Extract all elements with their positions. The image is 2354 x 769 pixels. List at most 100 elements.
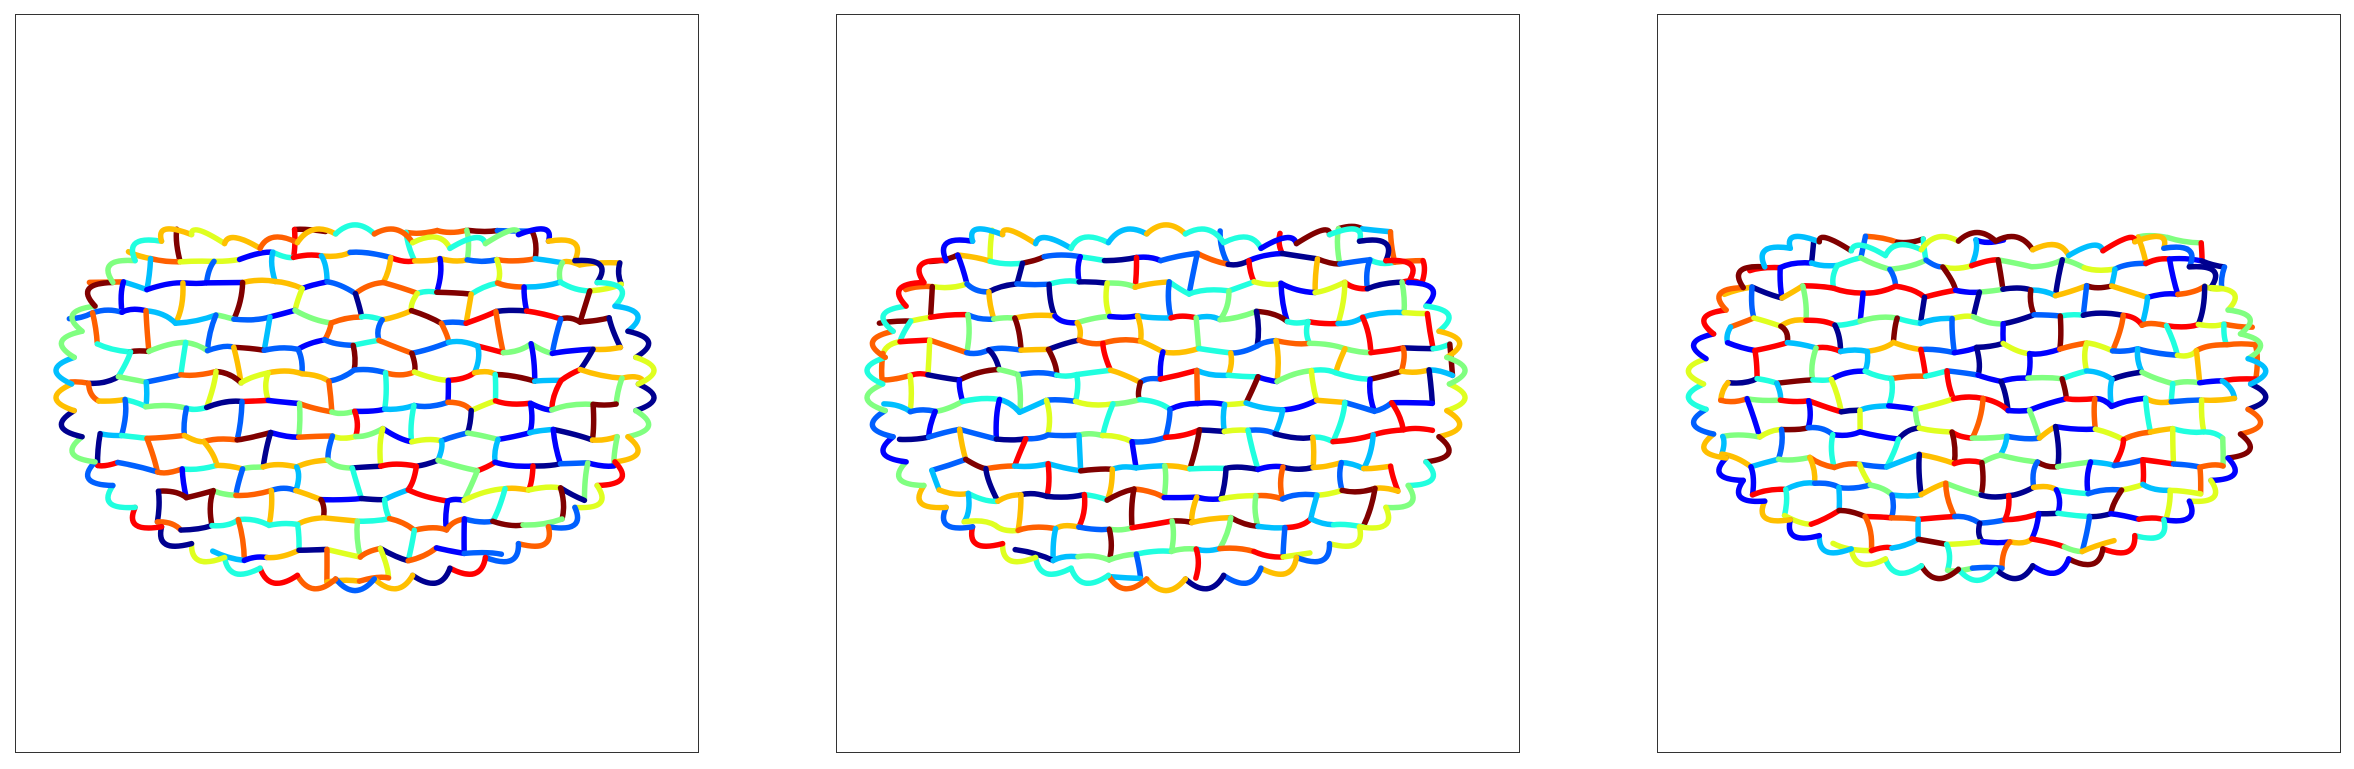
cell-edge: [986, 347, 1002, 373]
cell-edge: [434, 227, 470, 236]
cell-edge: [1107, 367, 1144, 386]
cell-edge: [1752, 339, 1791, 354]
cell-edge: [1862, 513, 1895, 521]
cell-edge: [528, 340, 538, 384]
cell-edge: [358, 495, 388, 503]
cell-edge: [1106, 312, 1141, 320]
cell-edge: [464, 430, 501, 443]
boundary-edge: [221, 554, 263, 577]
cell-edge: [1337, 459, 1345, 494]
cell-edge: [1186, 287, 1232, 297]
boundary-edge: [1423, 434, 1452, 465]
cell-edge: [265, 368, 305, 377]
cell-edge: [1129, 434, 1169, 445]
cell-edge: [1359, 314, 1374, 356]
cell-edge: [2052, 423, 2062, 470]
cell-edge: [1940, 262, 1975, 272]
cell-edge: [995, 492, 1024, 504]
boundary-edge: [2225, 307, 2253, 337]
cell-edge: [1800, 283, 1810, 324]
cell-edge: [1041, 252, 1084, 260]
cell-edge: [558, 315, 583, 325]
cell-edge: [375, 317, 385, 344]
boundary-edge: [515, 524, 553, 549]
cell-edge: [1949, 315, 1958, 356]
cell-edge: [613, 375, 625, 407]
cell-edge: [294, 521, 302, 553]
cell-edge: [1052, 522, 1082, 532]
cell-edge: [1253, 308, 1262, 349]
cell-edge: [1810, 376, 1835, 383]
cell-edge: [1995, 257, 2035, 270]
cell-edge: [97, 430, 125, 439]
cell-edge: [1912, 406, 1922, 431]
cell-edge: [896, 434, 932, 443]
cell-edge: [2026, 407, 2043, 441]
cell-edge: [1243, 373, 1261, 406]
cell-edge: [956, 426, 1000, 442]
cell-edge: [2055, 510, 2093, 520]
cell-edge: [403, 227, 440, 237]
cell-edge: [380, 254, 394, 286]
cell-edge: [1077, 253, 1108, 264]
cell-edge: [495, 430, 533, 443]
cell-edge: [1944, 368, 1957, 402]
cell-edge: [260, 461, 300, 470]
cell-edge: [115, 459, 161, 475]
cell-edge: [1894, 315, 1924, 327]
cell-edge: [1775, 426, 1785, 462]
cell-edge: [354, 515, 393, 524]
boundary-edge: [69, 303, 98, 334]
cell-edge: [1218, 492, 1259, 502]
cell-edge: [585, 460, 617, 469]
cell-edge: [1158, 250, 1201, 264]
cell-edge: [1277, 464, 1286, 502]
cell-edge: [493, 308, 507, 356]
boundary-edge: [2161, 498, 2195, 524]
cell-edge: [1106, 551, 1140, 563]
cell-edge: [1251, 279, 1284, 288]
cell-edge: [1161, 463, 1169, 501]
cell-edge: [907, 407, 938, 415]
boundary-edge: [1759, 244, 1794, 270]
cell-edge: [1388, 400, 1407, 433]
cell-edge: [959, 395, 1003, 405]
cell-edge: [1075, 553, 1112, 563]
cell-edge: [433, 545, 467, 557]
cell-edge: [907, 372, 915, 415]
cell-edge: [172, 280, 186, 327]
cell-edge: [1779, 283, 1806, 301]
cell-edge: [351, 366, 389, 376]
cell-edge: [925, 337, 933, 378]
cell-edge: [1011, 460, 1051, 470]
cell-edge: [296, 400, 335, 415]
cell-edge: [527, 400, 535, 436]
cell-edge: [272, 278, 306, 292]
cell-edge: [1337, 256, 1373, 267]
boundary-edge: [869, 328, 896, 361]
cell-edge: [1889, 536, 1922, 551]
cell-edge: [203, 398, 245, 411]
cell-edge: [1100, 340, 1114, 373]
cell-edge: [1157, 367, 1200, 382]
cell-edge: [2164, 234, 2204, 246]
panel-2: [836, 14, 1520, 753]
cell-edge: [1754, 375, 1780, 387]
cell-edge: [179, 462, 220, 473]
cell-edge: [1978, 492, 2012, 500]
cell-edge: [1043, 397, 1053, 438]
cell-edge: [2030, 459, 2041, 491]
cell-edge: [964, 281, 992, 295]
cell-edge: [154, 488, 162, 525]
cell-edge: [1885, 403, 1919, 413]
cell-edge: [1308, 367, 1320, 403]
cell-edge: [464, 227, 472, 263]
cell-edge: [318, 249, 353, 260]
boundary-edge: [869, 407, 896, 440]
cell-edge: [1864, 339, 1897, 355]
cell-edge: [1949, 313, 1977, 322]
cell-edge: [556, 259, 566, 285]
cell-edge: [144, 280, 186, 293]
cell-edge: [325, 457, 356, 471]
cell-edge: [408, 307, 445, 327]
